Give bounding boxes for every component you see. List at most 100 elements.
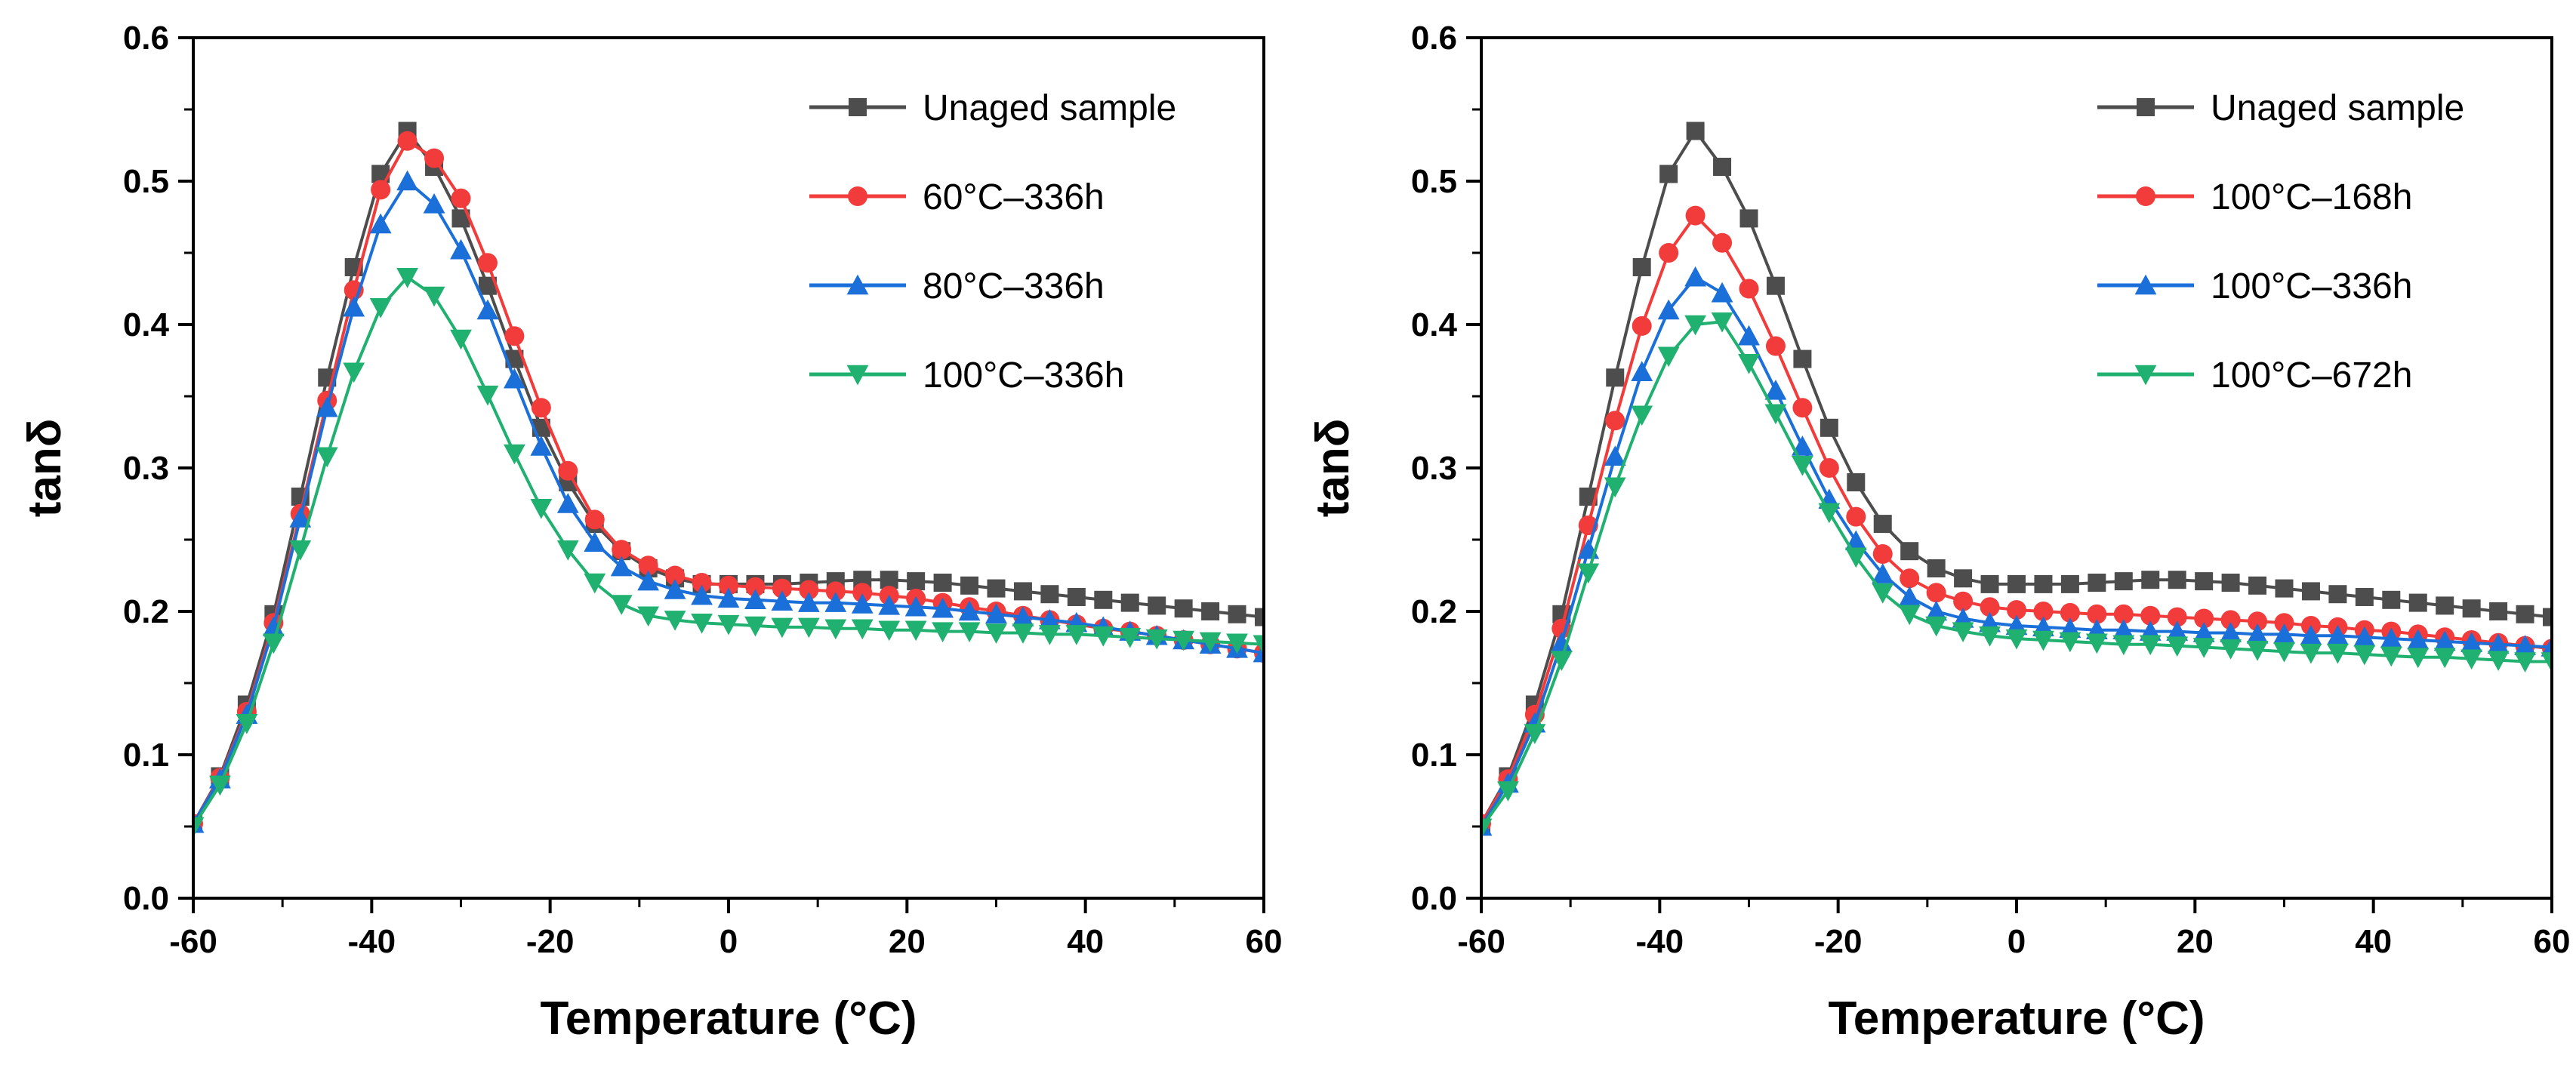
data-point-3-9 [1711,312,1733,333]
data-point-3-15 [1872,583,1894,604]
data-point-0-13 [1820,418,1838,437]
data-point-3-29 [2246,641,2269,661]
series-line-3 [1481,320,2552,829]
data-point-1-13 [531,398,551,418]
data-point-3-26 [2166,636,2189,657]
x-tick-label: -60 [169,923,217,960]
legend-marker-2 [2134,274,2157,295]
data-point-3-21 [744,616,766,637]
data-point-2-17 [1925,600,1948,621]
data-point-0-31 [2301,582,2320,601]
data-point-3-37 [2460,649,2483,670]
data-point-0-17 [1927,559,1946,577]
chart-panel-right: -60 -40 -20 0 20 40 60 0.0 0.1 0.2 0.3 0.4 0.5 0.6 Tem… [1288,0,2576,1068]
data-point-2-36 [2433,630,2456,651]
data-point-3-12 [1792,455,1813,476]
data-point-0-28 [933,574,952,592]
data-point-2-18 [664,579,686,599]
data-point-3-20 [2005,629,2028,650]
data-point-1-14 [1846,506,1866,527]
data-point-0-36 [2436,596,2454,615]
data-point-0-23 [2088,574,2106,592]
data-point-3-33 [1065,625,1088,645]
data-point-0-27 [907,572,926,591]
data-point-3-21 [2032,630,2054,651]
legend-label-2: 100°C–336h [2211,266,2412,306]
tan-delta-chart-left: -60 -40 -20 0 20 40 60 0.0 0.1 0.2 0.3 0.4 0.5 0.6 Tem… [19,20,1282,1045]
data-point-3-37 [1172,630,1195,651]
data-point-1-8 [1685,205,1706,226]
data-point-1-12 [1792,398,1813,418]
data-point-1-13 [1819,458,1839,478]
data-point-3-23 [797,617,820,639]
data-point-2-6 [343,296,365,317]
y-tick-label: 0.4 [123,306,170,343]
data-point-3-34 [2380,646,2402,667]
data-point-2-33 [2353,626,2376,647]
data-point-2-30 [985,603,1007,624]
data-point-1-10 [451,188,471,208]
plot-frame [192,36,1265,900]
data-point-0-22 [2060,574,2079,593]
data-point-3-25 [851,619,874,640]
legend-label-3: 100°C–672h [2211,355,2412,395]
data-point-0-28 [2221,574,2240,592]
y-tick-label: 0.5 [123,163,169,200]
data-point-2-21 [744,589,766,610]
legend: Unaged sample 60°C–336h 80°C–336h 100°C–336… [809,88,1176,395]
data-point-0-35 [2408,593,2427,612]
data-point-2-14 [1844,530,1867,551]
data-point-0-16 [1900,542,1919,561]
data-point-2-35 [2407,629,2430,650]
data-point-2-13 [530,436,553,456]
data-point-0-12 [1793,349,1812,368]
data-point-2-38 [2487,633,2510,654]
data-point-1-10 [1739,279,1759,299]
legend-marker-3 [846,365,869,386]
data-point-3-0 [1481,818,1493,839]
data-point-2-6 [1631,361,1653,381]
data-point-1-20 [2007,600,2026,620]
data-point-3-18 [1952,622,1974,642]
data-point-3-4 [1577,563,1600,584]
data-point-0-9 [1713,158,1732,176]
legend-label-2: 80°C–336h [923,266,1105,306]
data-point-3-20 [717,614,740,636]
data-point-3-23 [2085,633,2108,654]
data-point-2-24 [824,592,847,612]
data-point-3-40 [1253,635,1264,656]
data-point-0-18 [1954,569,1973,588]
data-point-1-24 [2113,604,2134,624]
data-point-2-22 [771,590,793,611]
data-point-1-26 [2167,607,2187,627]
data-point-3-24 [2112,635,2135,656]
data-point-3-27 [2192,638,2215,658]
data-point-1-30 [2274,613,2294,633]
data-point-2-16 [1898,586,1921,607]
data-point-3-29 [958,622,981,642]
data-point-1-22 [772,578,792,599]
legend-marker-1 [848,186,867,206]
data-point-0-5 [1606,368,1625,387]
y-tick-label: 0.6 [1411,20,1457,57]
data-point-0-10 [1739,209,1758,228]
data-point-2-29 [2246,623,2269,644]
data-point-1-19 [692,573,712,592]
data-point-1-24 [825,581,846,602]
data-point-1-19 [1980,597,2000,617]
data-point-3-10 [1738,354,1760,374]
data-point-3-16 [610,595,633,615]
series-line-1 [1481,214,2552,825]
data-point-0-36 [1148,596,1166,615]
series-group [1481,122,2552,839]
y-tick-label: 0.3 [123,450,169,487]
data-point-3-27 [904,620,927,642]
data-point-3-8 [396,268,418,288]
x-axis-title: Temperature (°C) [1828,993,2205,1045]
data-point-3-6 [1631,405,1653,426]
data-point-2-32 [2327,624,2349,645]
data-point-3-3 [262,633,285,654]
data-point-2-15 [584,531,606,552]
x-tick-label: 40 [2355,923,2392,960]
data-point-1-7 [371,180,391,200]
